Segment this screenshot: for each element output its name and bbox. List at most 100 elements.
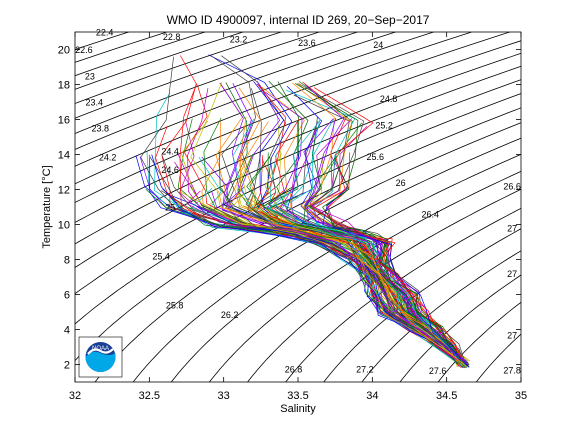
- density-contour: [94, 122, 521, 382]
- contour-label: 26.2: [221, 310, 239, 320]
- x-tick-label: 32: [69, 390, 81, 402]
- x-tick-label: 35: [515, 390, 527, 402]
- profile-line: [238, 87, 462, 368]
- x-tick-label: 34: [366, 390, 378, 402]
- contour-label: 23.6: [298, 38, 316, 48]
- contour-label: 26.4: [422, 210, 440, 220]
- profile-line: [140, 56, 466, 363]
- contour-label: 27.8: [503, 365, 521, 375]
- contour-label: 24.6: [161, 165, 179, 175]
- contour-label: 24.4: [161, 147, 179, 157]
- profile-lines: [135, 54, 471, 369]
- density-contour: [75, 32, 245, 90]
- contour-label: 23.8: [92, 124, 110, 134]
- profile-line: [249, 156, 469, 366]
- density-contour: [208, 170, 521, 382]
- contour-label: 26.6: [503, 182, 521, 192]
- x-tick-label: 33: [218, 390, 230, 402]
- contour-label: 24: [373, 40, 383, 50]
- x-tick-label: 34.5: [436, 390, 457, 402]
- contour-label: 26.8: [285, 364, 303, 374]
- density-contour: [75, 32, 283, 104]
- density-contour: [75, 32, 474, 185]
- profile-line: [179, 190, 467, 368]
- contour-label: 27: [507, 330, 517, 340]
- y-tick-label: 6: [64, 290, 70, 302]
- contour-label: 27.6: [429, 366, 447, 376]
- chart-title: WMO ID 4900097, internal ID 269, 20−Sep−…: [167, 13, 430, 27]
- contour-label: 23: [85, 71, 95, 81]
- density-contour: [132, 137, 521, 382]
- profile-line: [306, 155, 468, 367]
- logo-wave: [85, 351, 116, 372]
- profile-line: [304, 117, 467, 365]
- density-contour: [323, 228, 521, 382]
- contour-label: 25.2: [375, 120, 393, 130]
- contour-label: 25.8: [166, 301, 184, 311]
- density-contour: [285, 207, 521, 382]
- contour-label: 25.6: [367, 152, 385, 162]
- logo-gull: [87, 348, 114, 355]
- y-tick-label: 2: [64, 360, 70, 372]
- x-tick-label: 32.5: [139, 390, 160, 402]
- contour-label: 24.8: [380, 94, 398, 104]
- density-contour: [247, 188, 521, 382]
- y-tick-label: 10: [58, 220, 70, 232]
- contour-label: 26: [396, 178, 406, 188]
- density-contour: [170, 153, 521, 382]
- y-tick-label: 12: [58, 185, 70, 197]
- y-axis-label: Temperature [°C]: [41, 165, 53, 248]
- profile-line: [155, 125, 465, 366]
- y-tick-label: 20: [58, 45, 70, 57]
- density-contour: [75, 107, 521, 362]
- y-tick-label: 16: [58, 115, 70, 127]
- y-tick-label: 18: [58, 80, 70, 92]
- density-contour: [75, 32, 435, 167]
- logo-text: NOAA: [92, 346, 109, 352]
- contour-label: 22.6: [75, 45, 93, 55]
- profile-line: [151, 154, 468, 367]
- density-contour: [75, 93, 521, 325]
- contour-label: 25: [165, 203, 175, 213]
- x-tick-label: 33.5: [287, 390, 308, 402]
- profile-line: [322, 157, 462, 362]
- contour-label: 25.4: [152, 252, 170, 262]
- contour-label: 23.4: [86, 98, 104, 108]
- profile-line: [279, 122, 466, 362]
- profile-line: [186, 190, 461, 362]
- contour-label: 22.8: [163, 32, 181, 42]
- density-contour: [75, 32, 321, 119]
- density-contour: [75, 32, 512, 203]
- contour-label: 27.2: [356, 364, 374, 374]
- contour-label: 27: [507, 269, 517, 279]
- profile-line: [161, 155, 467, 368]
- density-contour: [475, 333, 521, 382]
- profile-line: [322, 187, 470, 368]
- density-contour: [75, 65, 521, 268]
- x-axis-label: Salinity: [280, 403, 316, 415]
- contour-label: 23.2: [230, 35, 248, 45]
- profile-line: [232, 118, 467, 367]
- profile-line: [190, 81, 467, 366]
- y-tick-label: 4: [64, 325, 70, 337]
- profile-line: [304, 83, 468, 363]
- y-tick-label: 14: [58, 150, 70, 162]
- density-contour-labels: 22.422.6 22.8 23 23.2 23.4 23.6 23.8 24 24.2 24.4…: [75, 28, 521, 377]
- density-contour: [75, 40, 521, 223]
- profile-line: [267, 119, 463, 367]
- profile-line: [211, 191, 469, 366]
- density-contour: [361, 250, 521, 382]
- profile-line: [302, 81, 464, 366]
- contour-label: 27: [507, 224, 517, 234]
- density-contour: [75, 32, 359, 134]
- density-contour: [437, 301, 521, 382]
- noaa-logo: NOAA: [78, 336, 123, 378]
- profile-line: [239, 194, 464, 366]
- y-tick-label: 8: [64, 255, 70, 267]
- profile-line: [284, 119, 460, 365]
- density-contour: [75, 52, 521, 245]
- contour-label: 24.2: [99, 153, 117, 163]
- contour-label: 22.4: [96, 28, 114, 38]
